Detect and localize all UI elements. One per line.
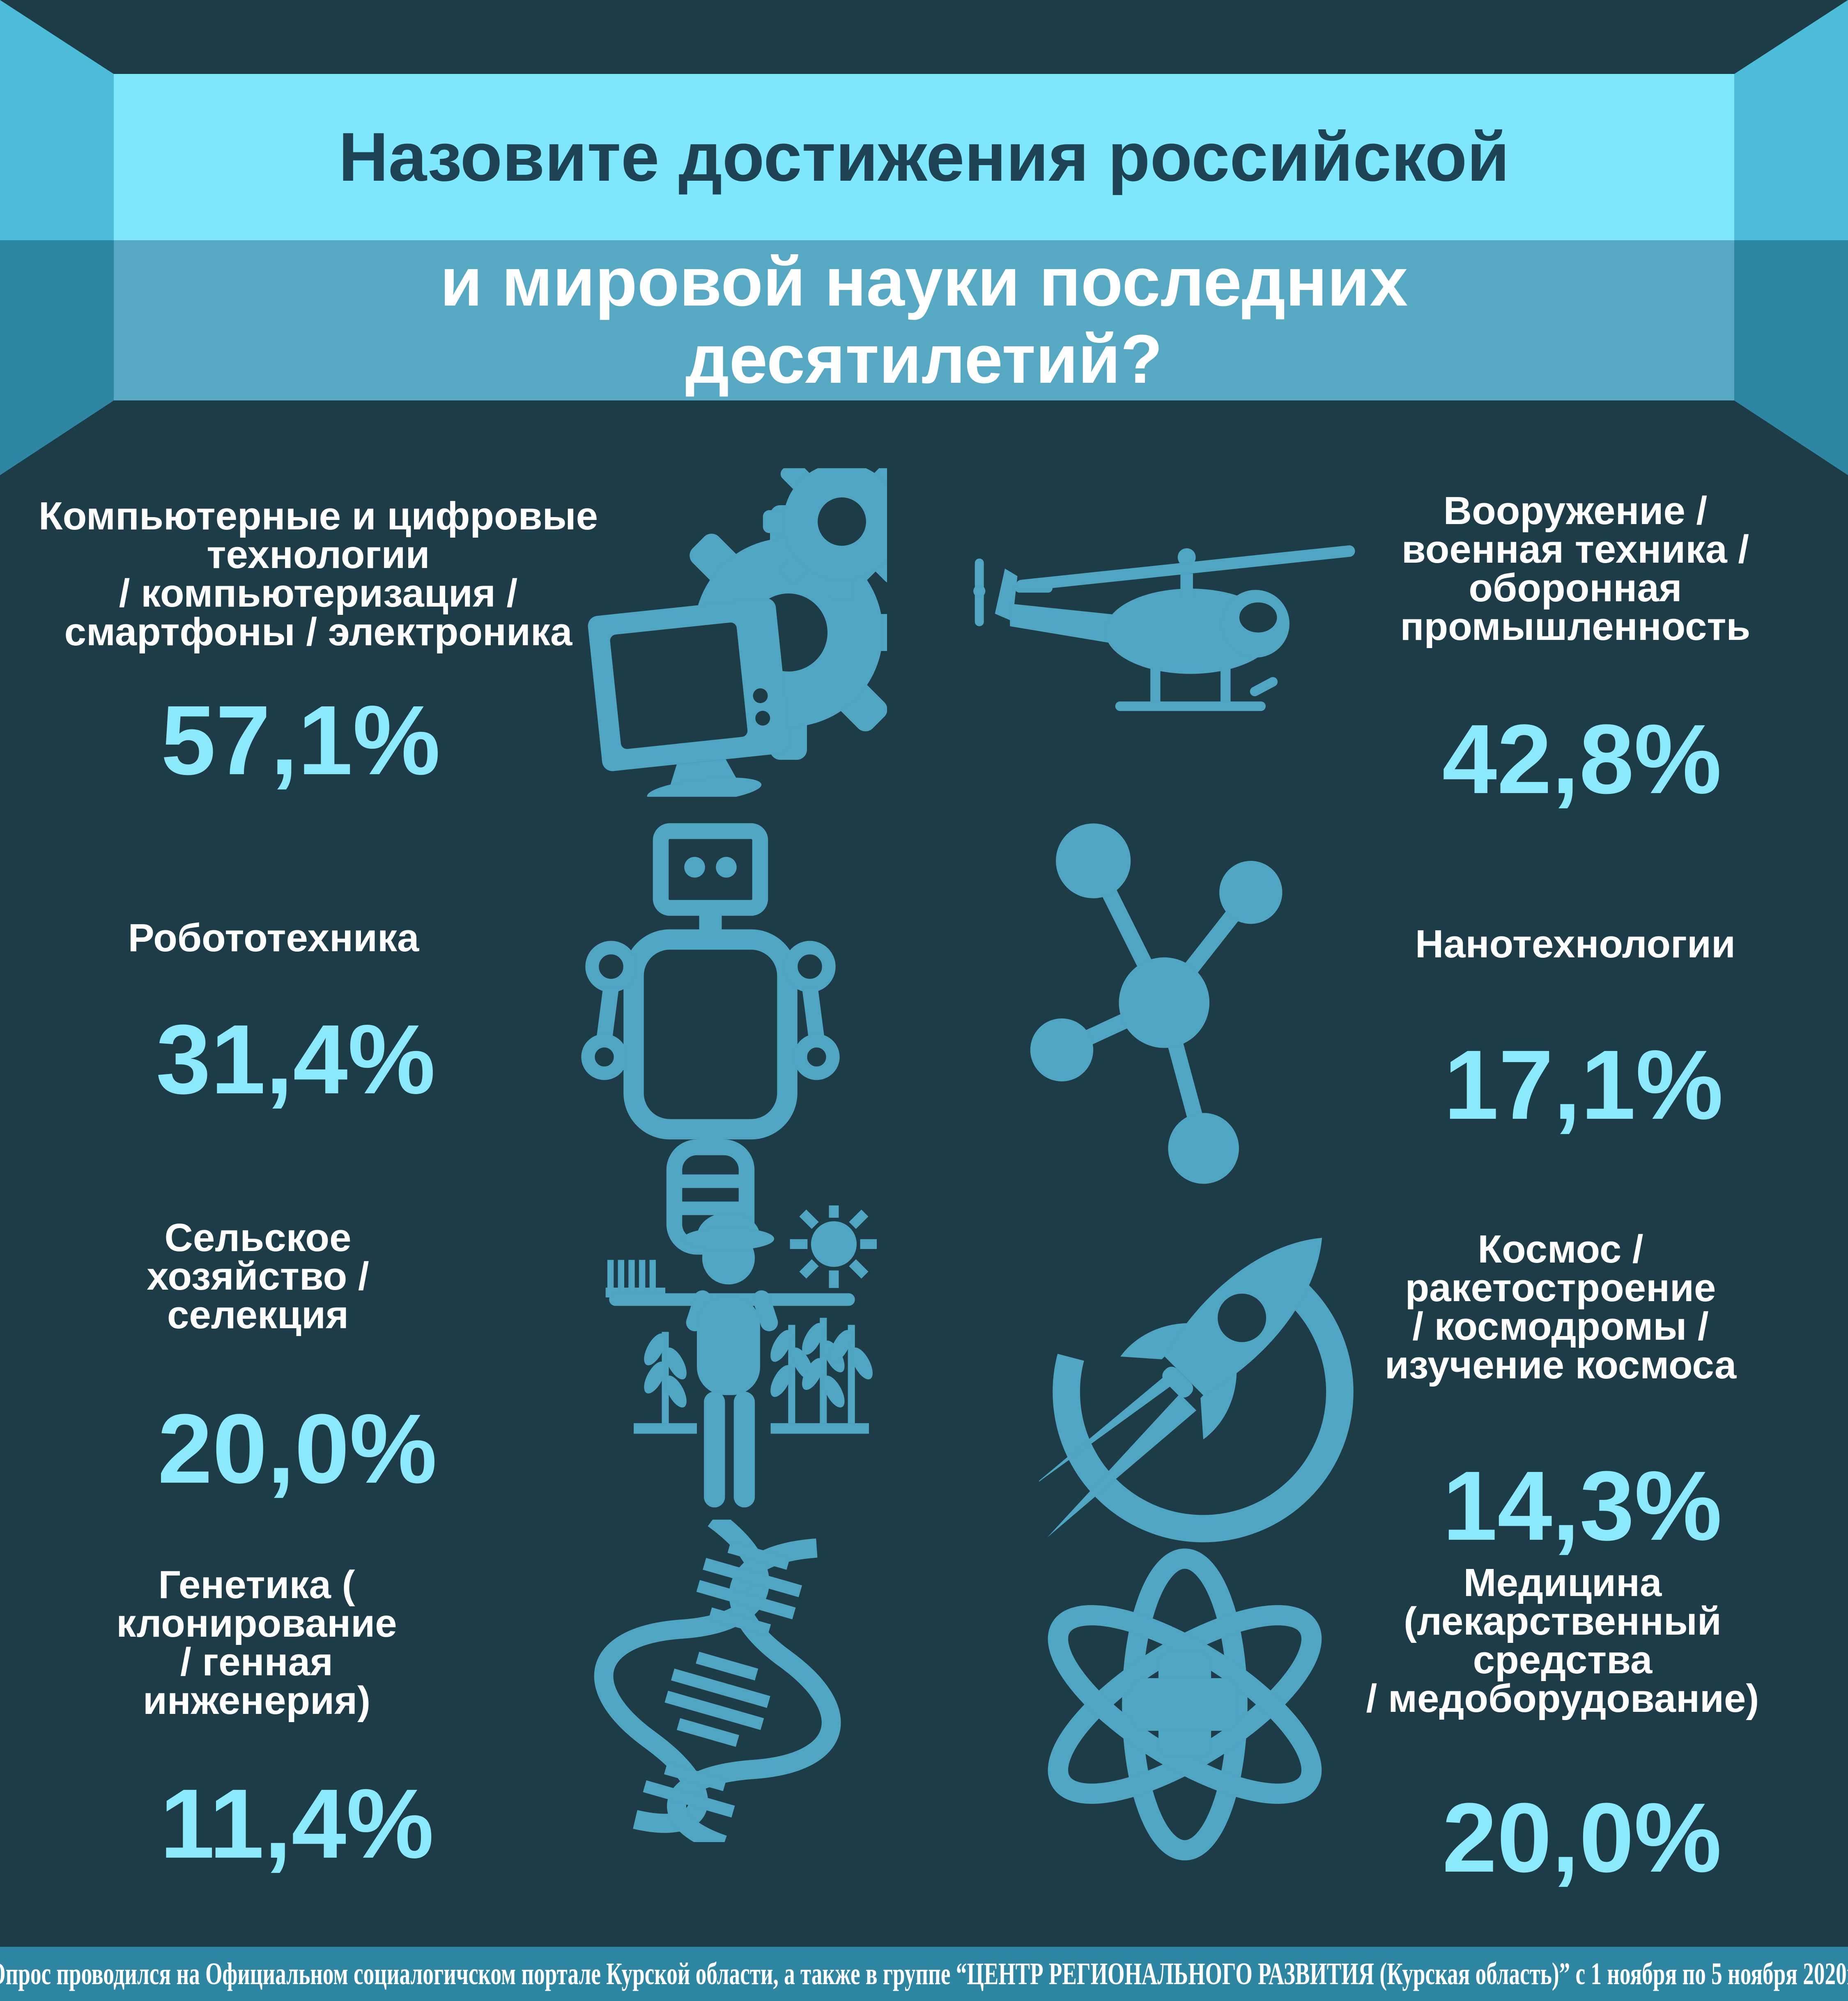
right-wall-top bbox=[1734, 0, 1848, 240]
right-wall-bottom bbox=[1734, 240, 1848, 475]
label-medicine: Медицина (лекарственный средства / медоб… bbox=[1366, 1561, 1759, 1720]
page-title-line2: и мировой науки последних bbox=[440, 243, 1408, 320]
value-armament: 42,8% bbox=[1442, 704, 1722, 814]
value-computers: 57,1% bbox=[161, 685, 441, 795]
value-robotics: 31,4% bbox=[156, 1004, 436, 1114]
dna-icon bbox=[589, 1520, 856, 1842]
molecule-icon bbox=[1018, 817, 1306, 1212]
left-wall-bottom bbox=[0, 240, 114, 475]
label-space: Космос / ракетостроение / космодромы / и… bbox=[1384, 1227, 1737, 1387]
label-genetics: Генетика ( клонирование / генная инженер… bbox=[116, 1563, 397, 1723]
label-agriculture: Сельское хозяйство / селекция bbox=[147, 1216, 369, 1337]
footer-band: Опрос проводился на Официальном социалог… bbox=[0, 1947, 1848, 2001]
left-wall-top bbox=[0, 0, 114, 240]
value-nanotech: 17,1% bbox=[1443, 1030, 1724, 1140]
atom-cross-icon bbox=[1039, 1530, 1331, 1879]
label-computers: Компьютерные и цифровые технологии / ком… bbox=[38, 494, 598, 654]
computer-gears-icon bbox=[587, 468, 887, 797]
value-space: 14,3% bbox=[1442, 1451, 1722, 1561]
robot-icon bbox=[575, 803, 846, 1257]
value-medicine: 20,0% bbox=[1442, 1782, 1722, 1893]
label-robotics: Робототехника bbox=[128, 916, 419, 960]
rocket-icon bbox=[1039, 1187, 1359, 1581]
value-agriculture: 20,0% bbox=[157, 1394, 437, 1504]
page-title-line3: десятилетий? bbox=[685, 320, 1163, 398]
label-nanotech: Нанотехнологии bbox=[1415, 922, 1736, 966]
footer-source-note: Опрос проводился на Официальном социалог… bbox=[0, 1956, 1848, 1991]
page-title-line1: Назовите достижения российской bbox=[338, 118, 1510, 196]
helicopter-icon bbox=[969, 513, 1372, 752]
label-armament: Вооружение / военная техника / оборонная… bbox=[1400, 489, 1751, 649]
title-band-top: Назовите достижения российской bbox=[114, 74, 1734, 240]
title-band-bottom: и мировой науки последних десятилетий? bbox=[114, 240, 1734, 400]
value-genetics: 11,4% bbox=[160, 1769, 434, 1879]
farmer-icon bbox=[587, 1205, 877, 1557]
